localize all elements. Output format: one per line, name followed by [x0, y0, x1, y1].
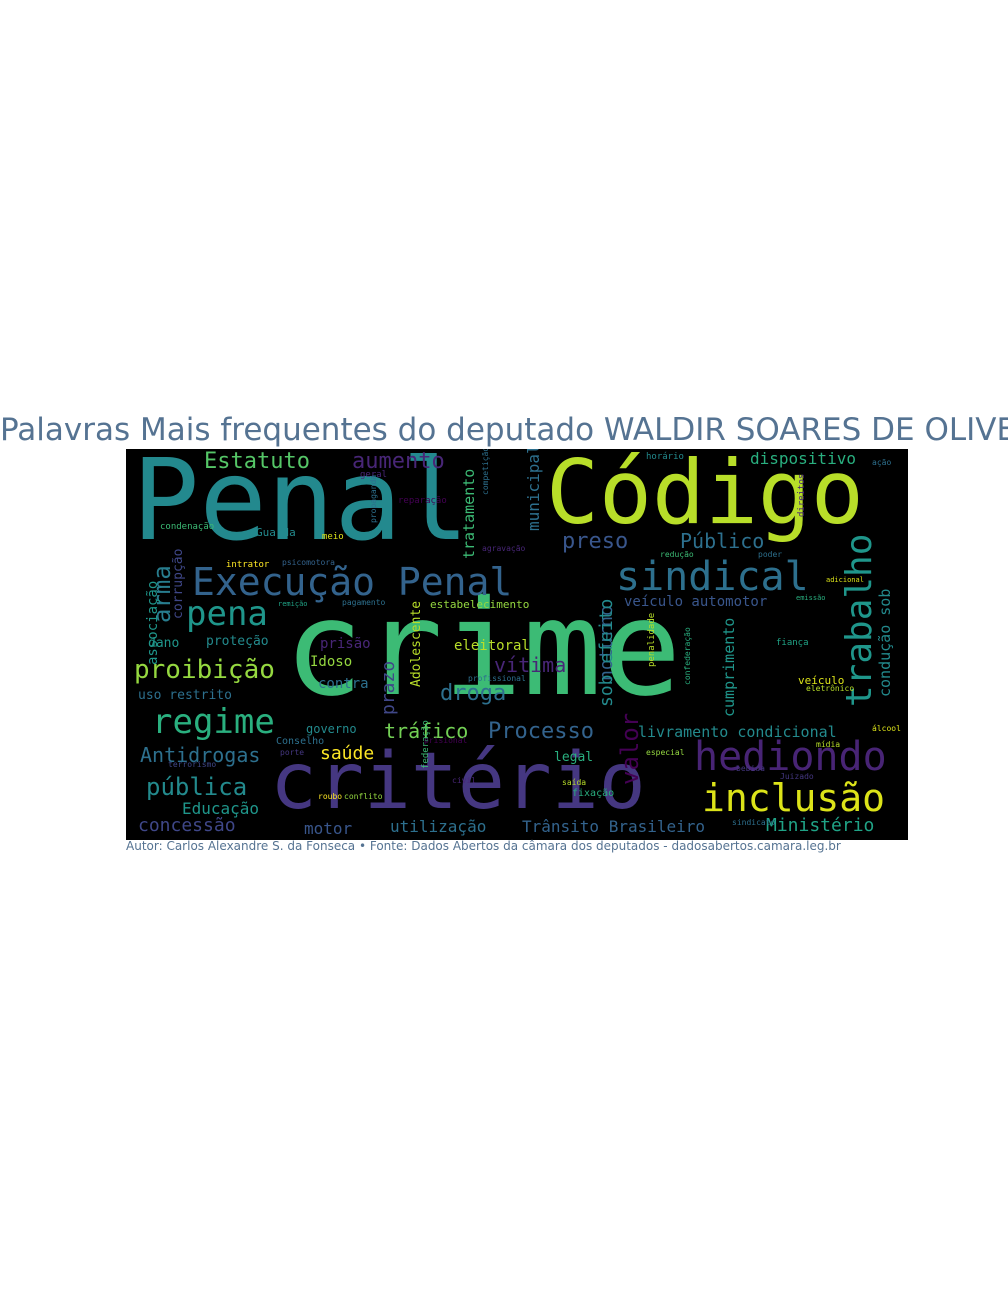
cloud-word: dispositivo [750, 449, 856, 468]
cloud-word: saída [562, 778, 587, 787]
cloud-word: meio [322, 532, 344, 542]
cloud-word: direitos [797, 473, 807, 517]
cloud-word: vítima [494, 653, 567, 677]
cloud-word: profissional [468, 674, 526, 683]
caption-source: Autor: Carlos Alexandre S. da Fonseca • … [126, 839, 841, 853]
cloud-word: inclusão [702, 776, 886, 820]
cloud-word: saúde [320, 743, 375, 764]
cloud-word: tratamento [460, 468, 478, 559]
cloud-word: veículo [798, 674, 845, 687]
cloud-word: hediondo [694, 734, 887, 780]
cloud-word: preso [562, 529, 629, 554]
cloud-word: Educação [182, 799, 260, 818]
cloud-word: livramento condicional [638, 723, 837, 741]
cloud-word: critério [270, 737, 646, 827]
cloud-word: Juizado [780, 772, 814, 781]
cloud-word: prisão [320, 636, 371, 652]
cloud-word: sindicato [732, 818, 776, 827]
cloud-word: Guarda [256, 526, 296, 539]
cloud-word: Antidrogas [140, 743, 261, 767]
cloud-word: condução sob [876, 588, 894, 697]
cloud-word: competição [481, 449, 490, 495]
cloud-word: reparação [398, 496, 447, 506]
cloud-word: porte [280, 748, 305, 757]
cloud-word: associação [145, 580, 161, 665]
cloud-word: eleitoral [454, 638, 530, 654]
cloud-word: crime [284, 572, 682, 726]
cloud-word: Execução Penal [192, 560, 513, 604]
cloud-word: Conselho [276, 736, 325, 747]
cloud-word: estabelecimento [430, 598, 530, 611]
cloud-word: uso restrito [138, 688, 232, 703]
cloud-word: Processo [488, 719, 594, 744]
cloud-word: droga [440, 681, 507, 706]
cloud-word: pública [146, 773, 248, 801]
cloud-word: poder [758, 550, 783, 559]
cloud-word: intrator [226, 560, 270, 570]
cloud-word: fixação [572, 788, 615, 799]
cloud-word: horário [646, 452, 684, 462]
cloud-word: condenação [160, 522, 215, 532]
cloud-word: Código [546, 449, 864, 544]
cloud-word: legal [554, 750, 594, 765]
cloud-word: Penal [132, 449, 470, 566]
cloud-word: roubo [318, 792, 343, 801]
cloud-word: Idoso [310, 654, 353, 670]
cloud-word: mídia [816, 740, 841, 749]
cloud-word: remição [278, 600, 308, 608]
word-cloud: Penal Código crime critério Execução Penal si… [126, 449, 908, 840]
cloud-word: pagamento [342, 598, 386, 607]
cloud-word: álcool [872, 724, 901, 733]
cloud-word: emissão [796, 594, 826, 602]
cloud-word: especial [646, 748, 685, 757]
cloud-word: psicomotora [282, 558, 335, 567]
cloud-word: geral [360, 470, 388, 480]
cloud-word: penalidade [647, 612, 657, 667]
cloud-word: redução [660, 550, 694, 559]
cloud-word: corrupção [171, 548, 186, 619]
cloud-word: fiança [776, 638, 809, 648]
cloud-word: trabalho [839, 533, 880, 707]
cloud-word: Trânsito Brasileiro [522, 817, 706, 836]
cloud-word: terrorismo [168, 760, 217, 769]
cloud-word: Público [680, 529, 765, 553]
cloud-word: prazo [378, 660, 399, 715]
cloud-word: veículo automotor [624, 594, 768, 610]
cloud-word: dano [148, 636, 180, 651]
cloud-word: regime [152, 702, 275, 742]
cloud-word: Ministério [766, 815, 875, 836]
cloud-word: municipal [524, 449, 543, 531]
cloud-word: adicional [826, 576, 864, 584]
cloud-word: utilização [390, 817, 487, 836]
cloud-word: confederação [683, 627, 692, 685]
cloud-word: proteção [206, 634, 269, 649]
cloud-word: civil [452, 776, 477, 785]
chart-title: Palavras Mais frequentes do deputado WAL… [0, 412, 1008, 448]
cloud-word: prisional [424, 736, 468, 745]
cloud-word: ação [872, 458, 892, 467]
cloud-word: conflito [344, 792, 383, 801]
cloud-word: pena [186, 594, 268, 634]
cloud-word: agravação [482, 544, 526, 553]
cloud-word: concessão [138, 815, 236, 836]
cloud-word: eletrônico [806, 684, 855, 693]
cloud-word: governo [306, 722, 357, 736]
cloud-word: aumento [352, 449, 445, 474]
cloud-word: motor [304, 819, 353, 838]
cloud-word: Adolescente [409, 600, 424, 687]
cloud-word: sindical [616, 554, 809, 600]
cloud-word: bebida [736, 764, 765, 773]
cloud-word: sob efeito [596, 598, 617, 707]
cloud-word: contra [318, 676, 369, 692]
cloud-word: proibição [134, 655, 275, 685]
cloud-word: propaganda [369, 474, 378, 523]
cloud-word: Estatuto [204, 449, 310, 474]
cloud-word: tráfico [384, 719, 469, 743]
cloud-word: cumprimento [720, 617, 738, 717]
